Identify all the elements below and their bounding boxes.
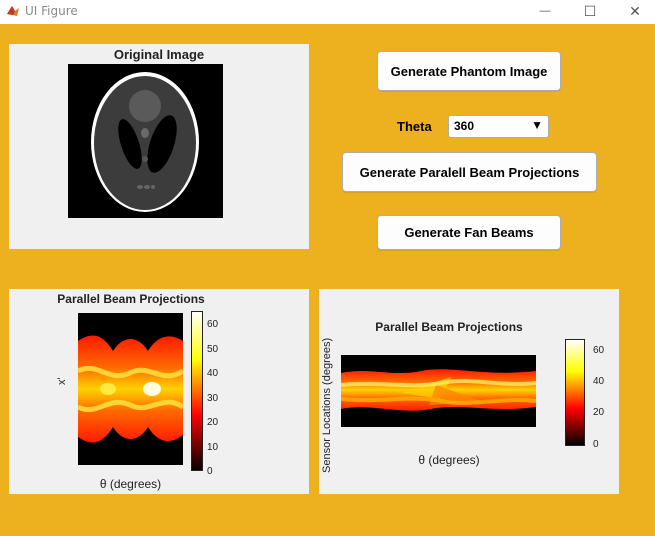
parallel-xlabel: θ (degrees) (99, 477, 162, 491)
generate-fan-beams-button[interactable]: Generate Fan Beams (377, 215, 561, 250)
parallel-projections-title: Parallel Beam Projections (57, 292, 205, 306)
parallel-projections-panel: Parallel Beam Projections x' θ (degrees)… (9, 289, 309, 494)
fan-colorbar-tick: 60 (593, 345, 605, 356)
minimize-button[interactable]: — (522, 0, 568, 22)
fan-colorbar-tick: 20 (593, 407, 605, 418)
maximize-button[interactable]: ☐ (567, 0, 613, 22)
close-button[interactable]: ✕ (612, 0, 655, 22)
fan-colorbar-tick: 40 (593, 376, 605, 387)
parallel-colorbar-tick: 40 (207, 368, 219, 379)
window-title: UI Figure (25, 4, 78, 18)
original-image-panel: Original Image (9, 44, 309, 249)
parallel-colorbar-tick: 10 (207, 442, 219, 453)
close-icon: ✕ (629, 2, 641, 19)
parallel-colorbar-tick: 30 (207, 393, 219, 404)
phantom-image (68, 64, 223, 218)
minimize-icon: — (539, 5, 551, 17)
fan-projections-panel: Parallel Beam Projections Sensor Locatio… (319, 289, 619, 494)
fan-colorbar (565, 339, 585, 446)
parallel-colorbar-tick: 60 (207, 319, 219, 330)
theta-dropdown[interactable]: 360 ▼ (448, 115, 549, 138)
window-titlebar: UI Figure — ☐ ✕ (0, 0, 655, 24)
fan-sinogram (341, 355, 536, 427)
generate-parallel-beam-button[interactable]: Generate Paralell Beam Projections (342, 152, 597, 192)
theta-value: 360 (454, 119, 475, 133)
chevron-down-icon: ▼ (531, 118, 543, 132)
generate-phantom-button[interactable]: Generate Phantom Image (377, 51, 561, 91)
parallel-sinogram (78, 313, 183, 465)
fan-xlabel: θ (degrees) (418, 453, 480, 467)
matlab-icon (7, 6, 19, 16)
fan-ylabel: Sensor Locations (degrees) (321, 337, 333, 473)
theta-label: Theta (397, 119, 432, 134)
maximize-icon: ☐ (583, 2, 597, 19)
parallel-colorbar (191, 311, 203, 471)
parallel-colorbar-tick: 50 (207, 344, 219, 355)
fan-colorbar-tick: 0 (593, 439, 599, 450)
fan-projections-title: Parallel Beam Projections (375, 320, 523, 334)
parallel-ylabel: x' (56, 377, 68, 385)
parallel-colorbar-tick: 20 (207, 417, 219, 428)
original-image-title: Original Image (113, 47, 205, 62)
parallel-colorbar-tick: 0 (207, 466, 213, 477)
